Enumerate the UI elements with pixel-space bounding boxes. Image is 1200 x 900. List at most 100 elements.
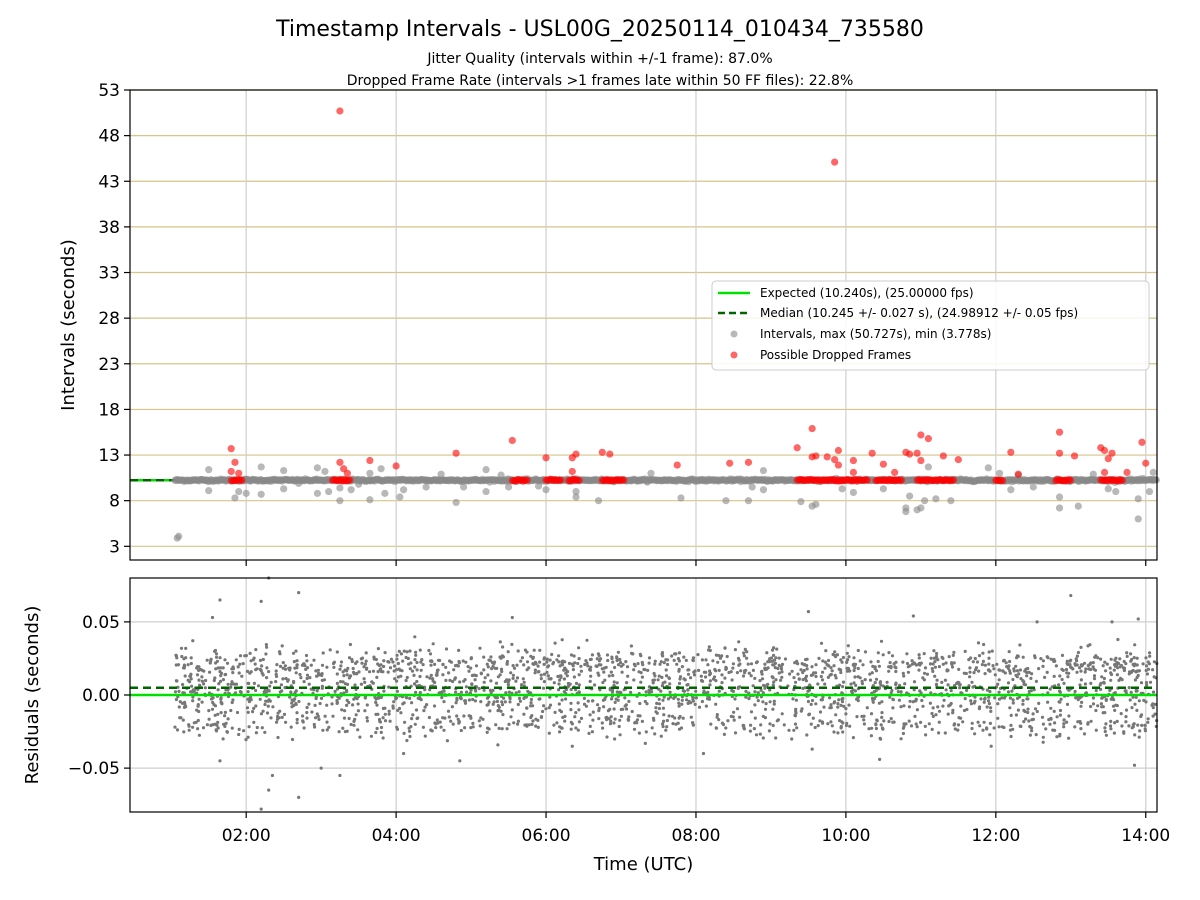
residual-point <box>518 699 523 703</box>
residual-point <box>515 676 520 680</box>
residual-point <box>584 704 589 708</box>
residual-point <box>351 666 355 671</box>
residual-point <box>836 702 840 706</box>
residual-point <box>1067 736 1071 740</box>
residual-point <box>714 726 719 730</box>
residual-point <box>1139 713 1144 717</box>
residual-point <box>852 681 856 685</box>
residual-point <box>396 675 400 679</box>
residual-point <box>252 706 256 711</box>
residual-point <box>847 703 851 707</box>
residual-point <box>1052 674 1056 679</box>
residual-point <box>1030 729 1034 733</box>
residual-point <box>181 682 185 687</box>
residual-point <box>759 688 763 692</box>
residual-point <box>364 659 368 663</box>
residual-point <box>1145 683 1149 687</box>
residual-point <box>1115 704 1119 708</box>
residual-point <box>769 656 774 660</box>
residual-point <box>560 662 564 666</box>
dropped-frame-point <box>568 467 576 476</box>
residual-point <box>1146 660 1150 664</box>
residual-point <box>582 696 587 701</box>
residual-point <box>720 681 724 685</box>
residual-point <box>822 705 826 709</box>
residual-point <box>214 661 218 665</box>
residual-outlier-point <box>259 807 263 811</box>
residual-point <box>413 665 417 669</box>
interval-outlier-point <box>932 495 940 503</box>
residual-point <box>507 690 511 694</box>
interval-outlier-point <box>1055 493 1064 501</box>
residual-point <box>244 654 248 658</box>
residual-point <box>452 668 456 672</box>
residual-point <box>325 728 329 732</box>
residual-point <box>811 716 815 720</box>
interval-outlier-point <box>1145 487 1154 496</box>
residual-point <box>914 663 919 667</box>
residual-point <box>305 705 309 710</box>
residual-point <box>387 685 391 689</box>
interval-outlier-point <box>482 466 490 474</box>
residual-point <box>363 662 367 666</box>
residual-point <box>953 727 957 731</box>
residual-point <box>772 680 776 684</box>
residual-point <box>234 658 238 662</box>
residual-point <box>572 654 576 658</box>
residual-point <box>405 650 409 654</box>
residual-point <box>982 700 986 704</box>
residual-outlier-point <box>267 788 271 792</box>
residual-point <box>358 735 362 739</box>
residual-point <box>1151 706 1155 710</box>
residual-point <box>605 735 609 739</box>
residual-point <box>425 675 429 679</box>
residual-point <box>888 695 892 699</box>
residual-point <box>442 728 446 732</box>
residual-point <box>494 723 498 727</box>
residual-point <box>669 695 673 699</box>
interval-outlier-point <box>231 494 239 502</box>
residual-point <box>438 691 442 695</box>
residual-point <box>352 719 356 724</box>
residual-point <box>503 700 507 704</box>
residual-point <box>204 678 208 683</box>
residual-point <box>429 673 433 678</box>
residual-point <box>414 690 418 694</box>
residual-point <box>820 720 825 724</box>
residual-point <box>742 651 746 655</box>
interval-outlier-point <box>984 464 992 472</box>
residual-point <box>849 689 854 694</box>
interval-outlier-point <box>280 466 288 475</box>
residual-point <box>814 674 818 679</box>
residual-point <box>613 700 617 705</box>
residual-point <box>782 723 786 727</box>
residual-point <box>670 654 674 658</box>
residual-point <box>510 642 514 647</box>
bottom-y-tick-label: 0.05 <box>82 613 120 633</box>
residual-point <box>744 695 748 699</box>
residual-point <box>530 722 534 727</box>
interval-outlier-point <box>504 483 513 491</box>
residual-point <box>525 668 529 672</box>
residual-point <box>230 680 234 684</box>
residual-point <box>711 659 715 663</box>
residual-point <box>766 666 770 670</box>
residual-point <box>382 659 386 663</box>
residual-point <box>923 724 927 729</box>
residual-point <box>408 734 412 739</box>
residual-point <box>337 696 341 700</box>
residual-point <box>533 671 537 675</box>
residual-point <box>1055 715 1059 719</box>
residual-point <box>1037 701 1041 706</box>
interval-outlier-point <box>748 483 756 491</box>
residual-point <box>180 701 184 705</box>
residual-point <box>1109 678 1113 682</box>
residual-point <box>579 716 584 721</box>
residual-point <box>899 705 903 709</box>
residual-point <box>360 656 365 660</box>
interval-outlier-point <box>1104 485 1112 493</box>
residual-point <box>224 721 228 726</box>
residual-point <box>197 678 201 682</box>
residual-point <box>1137 699 1141 703</box>
legend-intervals-label: Intervals, max (50.727s), min (3.778s) <box>760 327 991 341</box>
